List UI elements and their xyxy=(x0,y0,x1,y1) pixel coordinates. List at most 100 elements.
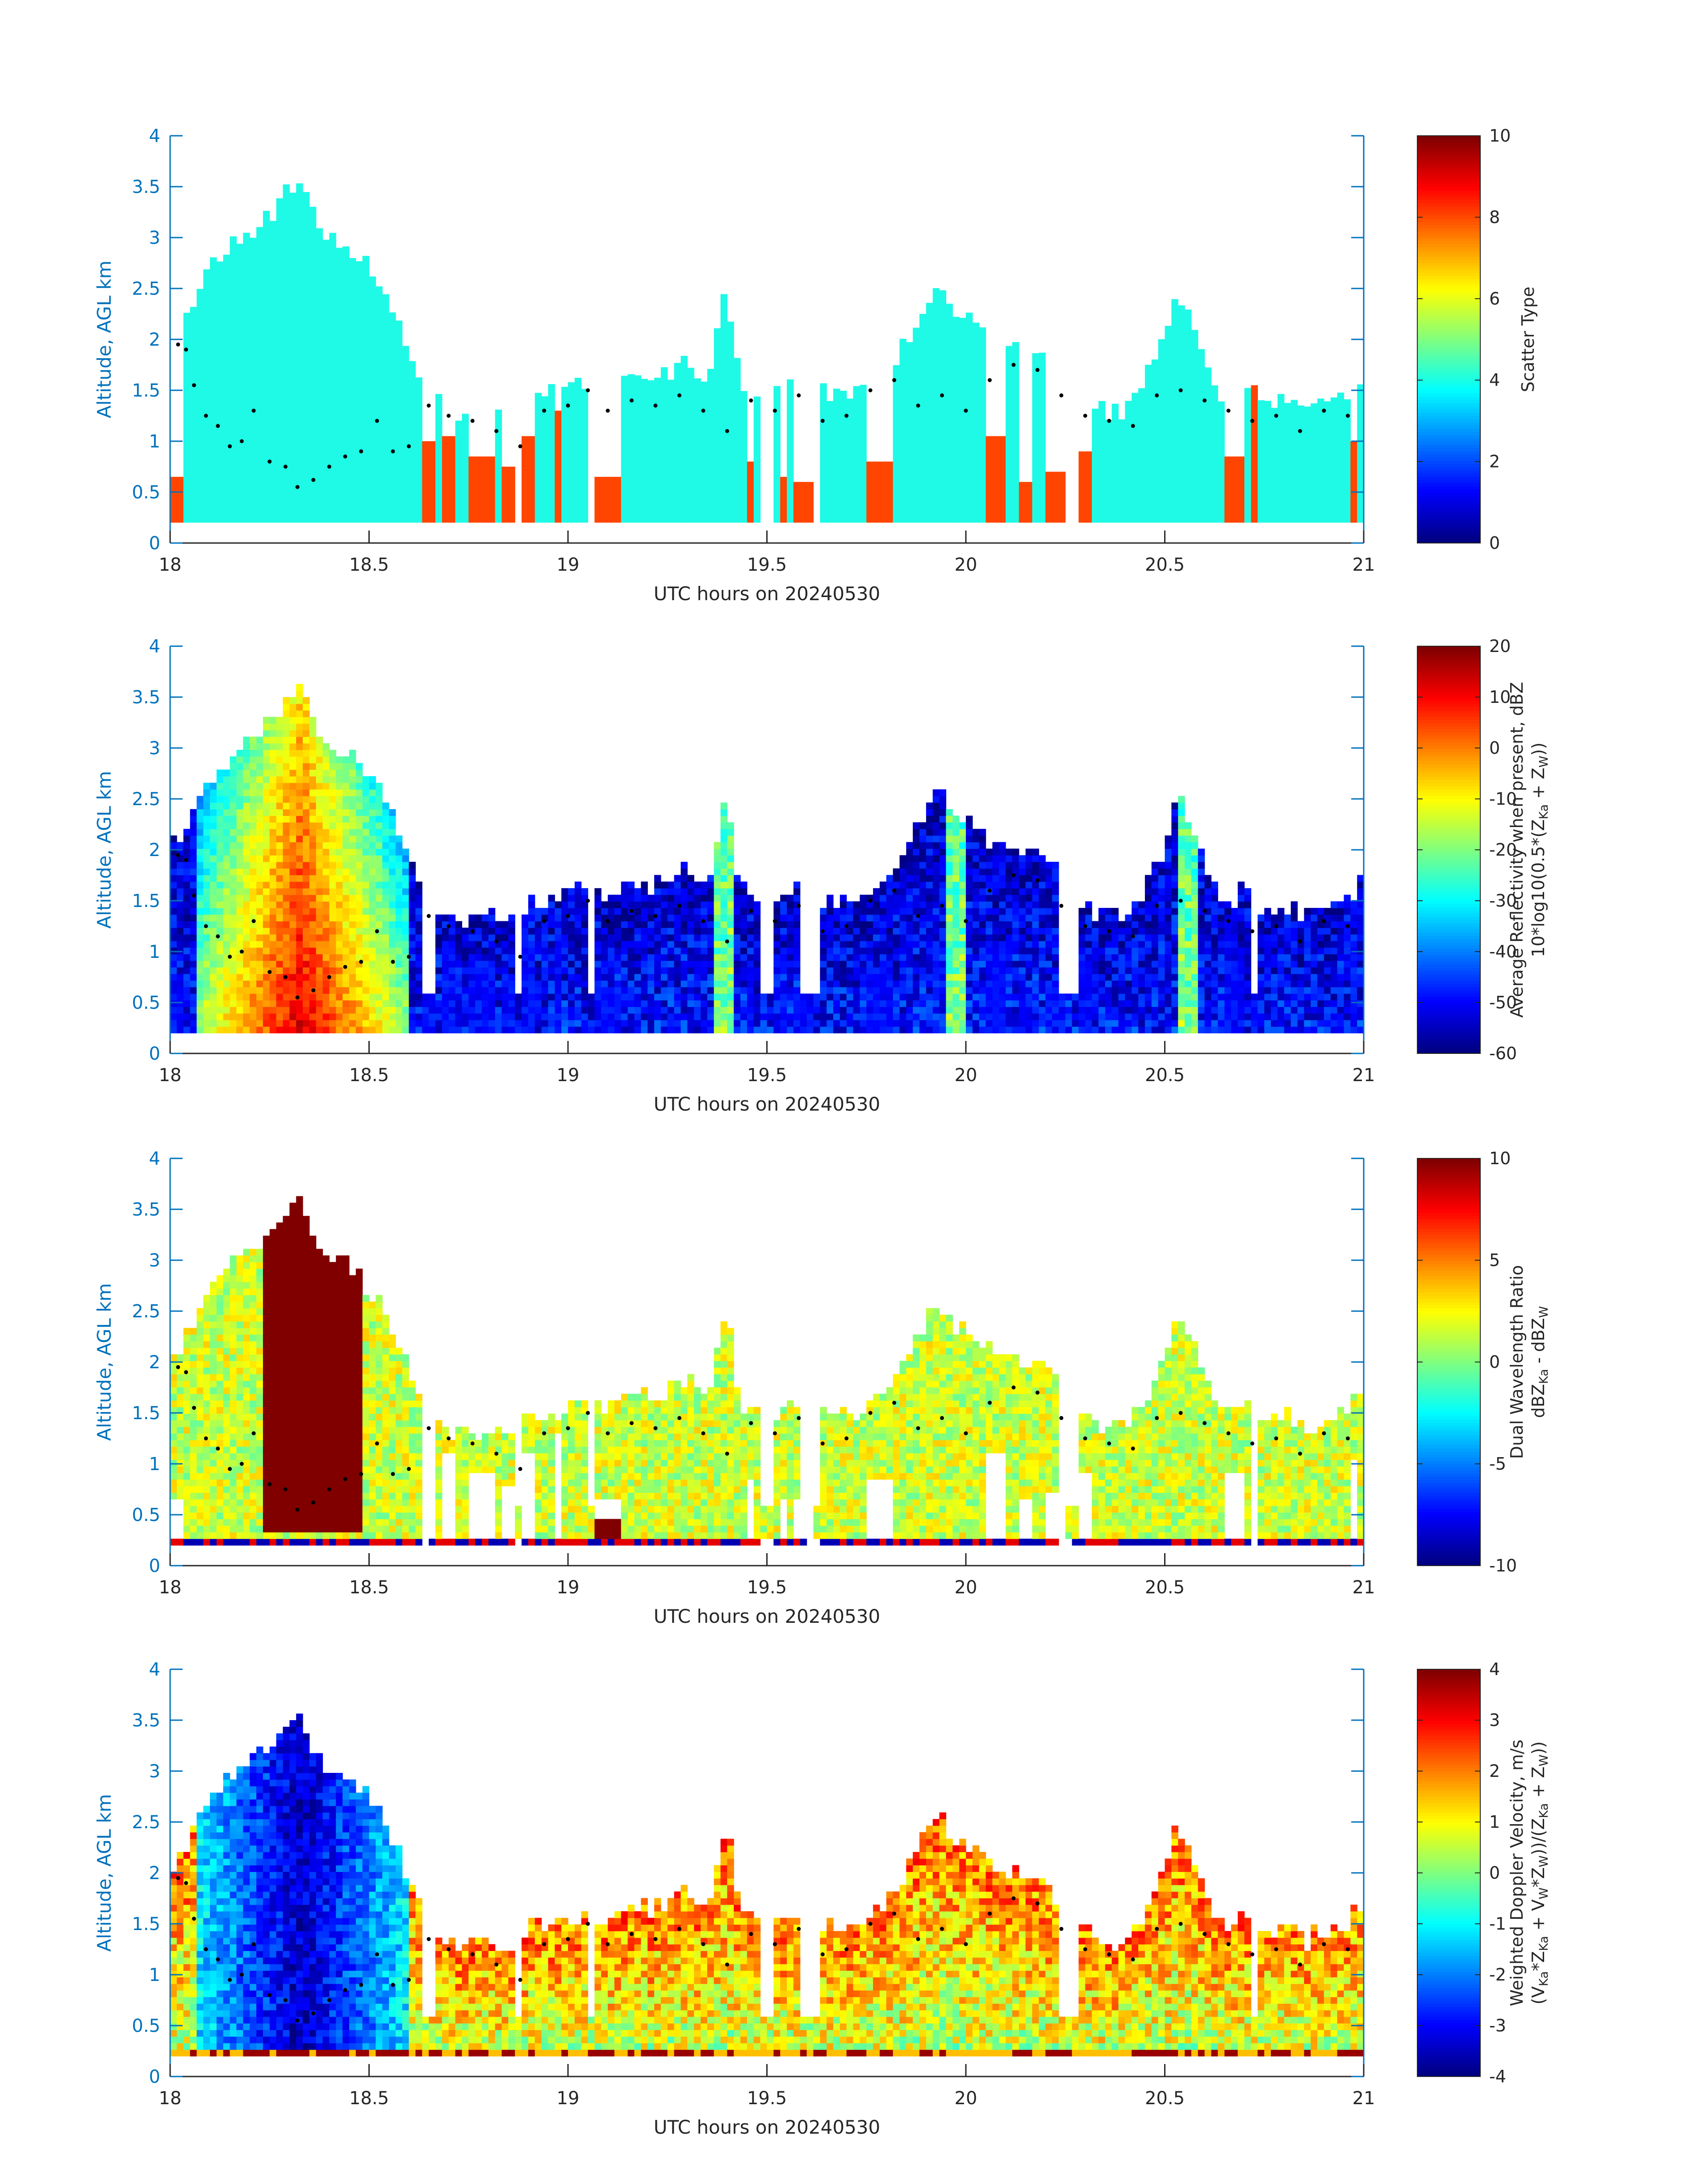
cell-reflectivity xyxy=(1251,1000,1258,1007)
y-tick-label: 2.5 xyxy=(132,279,160,299)
cell-reflectivity xyxy=(846,967,854,974)
cell-reflectivity xyxy=(322,822,330,829)
cell-reflectivity xyxy=(296,861,303,869)
cell-reflectivity xyxy=(230,1020,237,1027)
cell-reflectivity xyxy=(256,1013,263,1020)
cell-reflectivity xyxy=(932,868,940,875)
cell-reflectivity xyxy=(634,980,641,987)
cell-reflectivity xyxy=(654,875,661,882)
cell-reflectivity xyxy=(959,875,966,882)
cell-reflectivity xyxy=(1344,954,1351,961)
cell-reflectivity xyxy=(468,974,476,981)
cell-reflectivity xyxy=(1039,888,1046,895)
cell-reflectivity xyxy=(1165,961,1172,968)
cell-reflectivity xyxy=(992,940,999,948)
cell-reflectivity xyxy=(946,894,953,902)
cell-reflectivity xyxy=(820,993,827,1001)
cell-reflectivity xyxy=(568,1007,575,1014)
cell-reflectivity xyxy=(1039,967,1046,974)
cell-reflectivity xyxy=(230,940,237,948)
cell-reflectivity xyxy=(966,868,973,875)
cell-reflectivity xyxy=(250,855,257,862)
cell-reflectivity xyxy=(773,1026,781,1033)
cell-reflectivity xyxy=(196,894,204,902)
cell-reflectivity xyxy=(674,888,681,895)
cell-reflectivity xyxy=(336,921,343,928)
cell-reflectivity xyxy=(1165,842,1172,849)
cell-reflectivity xyxy=(952,894,960,902)
cell-reflectivity xyxy=(196,842,204,849)
cell-reflectivity xyxy=(256,888,263,895)
cell-reflectivity xyxy=(296,815,303,823)
cell-reflectivity xyxy=(236,940,243,948)
cell-reflectivity xyxy=(614,928,622,935)
cell-reflectivity xyxy=(853,1000,860,1007)
cell-reflectivity xyxy=(1337,954,1345,961)
cell-reflectivity xyxy=(355,796,363,803)
cell-scatter xyxy=(919,314,927,523)
cell-reflectivity xyxy=(528,993,535,1001)
cell-reflectivity xyxy=(860,947,867,954)
cell-reflectivity xyxy=(919,974,927,981)
cell-reflectivity xyxy=(548,980,555,987)
cell-reflectivity xyxy=(1211,947,1218,954)
cell-reflectivity xyxy=(972,987,980,994)
cell-reflectivity xyxy=(1211,1020,1218,1027)
cell-reflectivity xyxy=(601,947,608,954)
cell-reflectivity xyxy=(1019,974,1026,981)
cell-reflectivity xyxy=(309,940,317,948)
cell-reflectivity xyxy=(561,908,568,915)
cell-reflectivity xyxy=(1185,987,1192,994)
cell-reflectivity xyxy=(289,882,296,889)
cell-reflectivity xyxy=(342,789,350,796)
cell-reflectivity xyxy=(926,921,933,928)
cell-reflectivity xyxy=(574,974,582,981)
cell-reflectivity xyxy=(846,1013,854,1020)
cell-reflectivity xyxy=(581,967,589,974)
cell-reflectivity xyxy=(296,921,303,928)
cell-reflectivity xyxy=(1344,947,1351,954)
cell-reflectivity xyxy=(820,921,827,928)
cell-reflectivity xyxy=(263,1007,270,1014)
cell-reflectivity xyxy=(641,928,648,935)
cell-reflectivity xyxy=(939,855,947,862)
cell-reflectivity xyxy=(906,947,913,954)
cell-reflectivity xyxy=(342,987,350,994)
cell-reflectivity xyxy=(1185,868,1192,875)
cell-reflectivity xyxy=(316,1007,323,1014)
cell-reflectivity xyxy=(488,987,496,994)
cell-reflectivity xyxy=(893,967,900,974)
cell-reflectivity xyxy=(720,802,727,810)
cell-reflectivity xyxy=(1185,934,1192,941)
cell-reflectivity xyxy=(336,1013,343,1020)
cell-reflectivity xyxy=(999,967,1006,974)
cell-reflectivity xyxy=(382,861,389,869)
cell-reflectivity xyxy=(932,1020,940,1027)
cell-reflectivity xyxy=(1337,993,1345,1001)
cell-reflectivity xyxy=(528,1000,535,1007)
cell-reflectivity xyxy=(316,1026,323,1033)
cell-reflectivity xyxy=(203,1026,210,1033)
cell-reflectivity xyxy=(1304,974,1311,981)
cell-reflectivity xyxy=(946,1026,953,1033)
cell-reflectivity xyxy=(839,947,847,954)
cell-reflectivity xyxy=(309,1013,317,1020)
cell-reflectivity xyxy=(349,750,356,757)
cell-reflectivity xyxy=(641,1026,648,1033)
cell-reflectivity xyxy=(1198,882,1205,889)
cell-reflectivity xyxy=(1330,1026,1338,1033)
cell-reflectivity xyxy=(263,1026,270,1033)
cell-reflectivity xyxy=(1191,954,1199,961)
cell-reflectivity xyxy=(495,1026,502,1033)
cell-reflectivity xyxy=(714,875,721,882)
cell-reflectivity xyxy=(316,980,323,987)
cell-reflectivity xyxy=(986,1000,993,1007)
cell-reflectivity xyxy=(263,875,270,882)
cell-reflectivity xyxy=(349,1026,356,1033)
cell-reflectivity xyxy=(641,961,648,968)
cell-reflectivity xyxy=(283,1020,290,1027)
melting-layer-dot xyxy=(228,444,232,448)
cell-reflectivity xyxy=(853,980,860,987)
cell-reflectivity xyxy=(641,882,648,889)
cell-reflectivity xyxy=(952,855,960,862)
